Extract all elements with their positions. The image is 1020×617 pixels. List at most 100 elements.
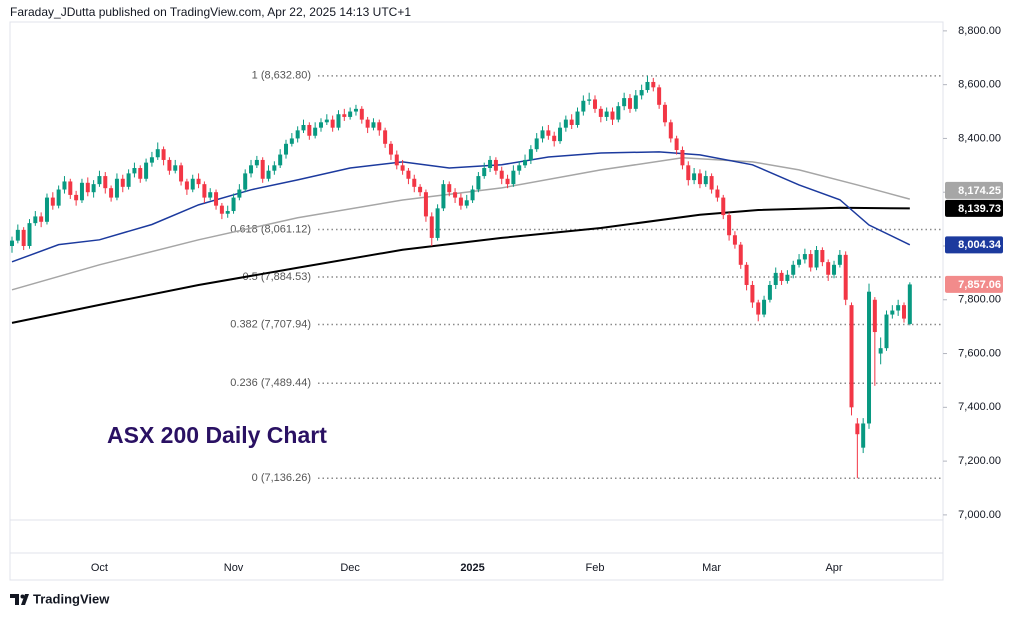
candle-body <box>260 159 265 179</box>
price-label: 8,004.34 <box>958 239 1002 251</box>
candle-body <box>79 182 84 201</box>
candle-body <box>155 149 160 158</box>
candle-body <box>762 299 767 315</box>
candle-body <box>785 274 790 281</box>
candle-body <box>423 192 428 217</box>
candle-body <box>173 165 178 171</box>
candle-body <box>231 197 236 212</box>
candle-body <box>703 176 708 185</box>
candle-body <box>843 254 848 300</box>
candle-body <box>138 168 143 179</box>
candle-body <box>266 170 271 179</box>
candle-body <box>872 299 877 333</box>
candle-body <box>330 119 335 128</box>
candle-body <box>488 159 493 169</box>
candle-body <box>569 119 574 125</box>
candle-body <box>523 159 528 166</box>
candle-body <box>558 127 563 142</box>
candle-body <box>744 264 749 285</box>
candle-body <box>546 130 551 136</box>
candle-body <box>610 111 615 120</box>
x-tick-label: Mar <box>702 562 721 574</box>
candle-body <box>85 182 90 193</box>
candle-body <box>499 170 504 179</box>
candle-body <box>750 284 755 303</box>
candle-body <box>406 170 411 179</box>
byline: Faraday_JDutta published on TradingView.… <box>10 5 411 19</box>
candle-body <box>219 205 224 214</box>
candle-body <box>120 178 125 187</box>
candle-body <box>627 98 632 109</box>
candle-body <box>21 229 26 246</box>
candle-body <box>464 200 469 206</box>
candle-body <box>179 165 184 182</box>
candle-body <box>348 111 353 117</box>
candle-body <box>56 189 61 206</box>
candle-body <box>884 314 889 349</box>
candle-body <box>394 154 399 166</box>
candle-body <box>686 165 691 181</box>
candle-body <box>10 240 14 246</box>
candle-body <box>144 162 149 179</box>
candle-body <box>418 186 423 193</box>
candle-body <box>208 192 213 198</box>
candle-body <box>476 176 481 190</box>
candle-body <box>74 194 79 201</box>
candle-body <box>15 229 20 241</box>
candle-body <box>697 173 702 185</box>
fib-label: 1 (8,632.80) <box>252 70 311 82</box>
candle-body <box>371 122 376 128</box>
moving-average <box>11 151 911 263</box>
candle-body <box>237 189 242 198</box>
candle-body <box>657 87 662 105</box>
candle-body <box>313 127 318 136</box>
candle-body <box>97 176 102 185</box>
candle-body <box>388 143 393 155</box>
y-tick-label: 8,400.00 <box>958 132 1001 144</box>
candle-body <box>674 138 679 150</box>
price-label-box <box>945 199 1003 217</box>
candle-body <box>33 216 38 224</box>
candle-body <box>132 168 137 174</box>
candle-body <box>167 159 172 171</box>
candle-body <box>692 173 697 181</box>
price-label-box <box>945 181 1003 199</box>
candle-body <box>622 98 627 107</box>
candle-body <box>668 122 673 139</box>
candle-body <box>575 111 580 125</box>
candle-body <box>808 254 813 268</box>
candle-body <box>458 197 463 206</box>
candle-body <box>756 302 761 315</box>
x-tick-label: Dec <box>340 562 360 574</box>
candle-body <box>453 192 458 198</box>
candle-body <box>552 135 557 142</box>
price-label: 7,857.06 <box>958 279 1001 291</box>
candle-body <box>324 119 329 123</box>
candle-body <box>528 149 533 160</box>
y-tick-label: 8,600.00 <box>958 79 1001 91</box>
x-tick-label: Apr <box>825 562 842 574</box>
candle-body <box>284 143 289 155</box>
candle-body <box>243 173 248 190</box>
candle-body <box>126 173 131 187</box>
candle-body <box>820 250 825 263</box>
y-tick-label: 7,400.00 <box>958 401 1001 413</box>
candle-body <box>639 90 644 96</box>
candle-body <box>278 154 283 166</box>
y-tick-label: 8,800.00 <box>958 25 1001 37</box>
moving-average <box>11 157 911 291</box>
candle-body <box>161 149 166 160</box>
chart-title: ASX 200 Daily Chart <box>107 422 327 448</box>
candle-body <box>826 262 831 275</box>
candle-body <box>254 159 259 166</box>
candle-body <box>342 114 347 117</box>
candle-body <box>109 188 114 198</box>
candle-body <box>727 215 732 236</box>
candle-body <box>837 254 842 265</box>
candle-body <box>184 181 189 190</box>
candle-body <box>802 254 807 260</box>
candle-body <box>493 159 498 171</box>
candle-body <box>225 211 230 214</box>
candle-body <box>441 184 446 209</box>
